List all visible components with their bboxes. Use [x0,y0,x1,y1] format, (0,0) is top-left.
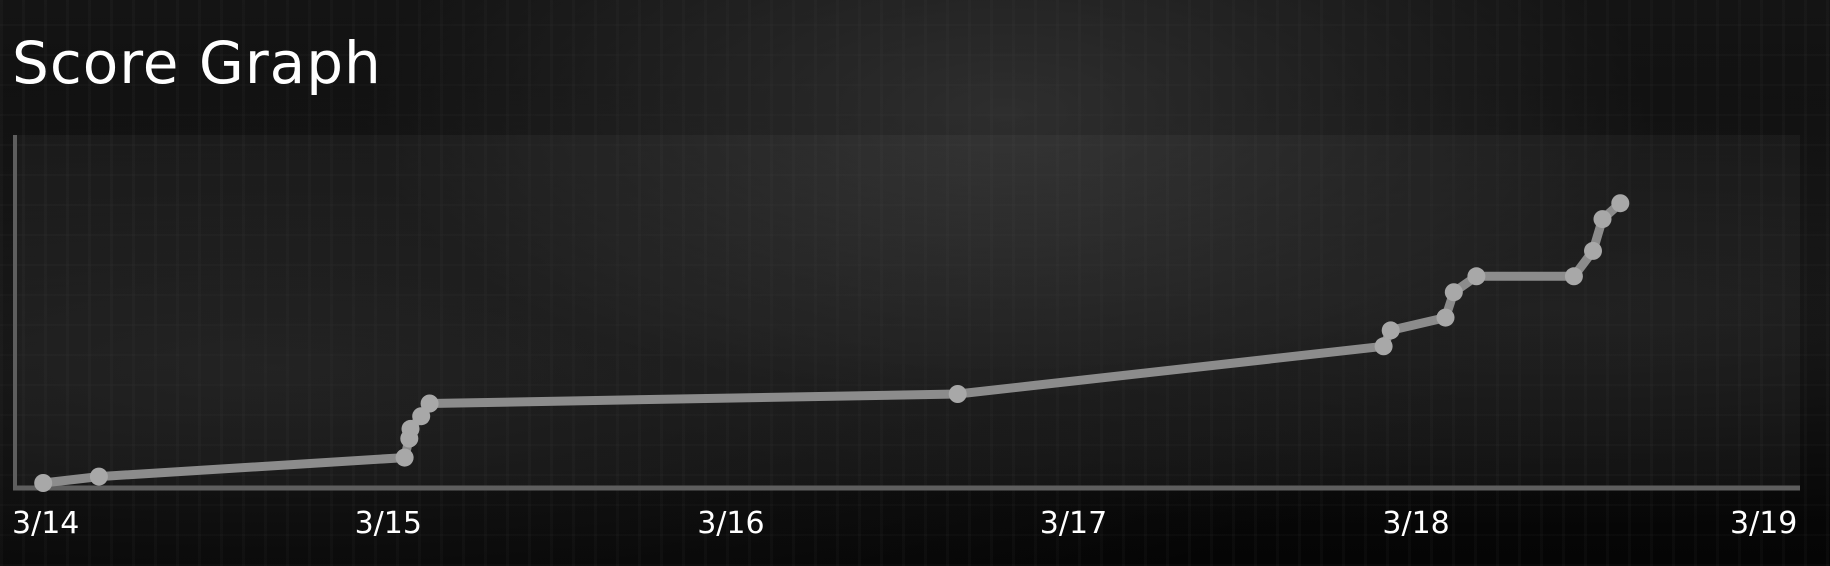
x-tick-label: 3/18 [1382,506,1449,541]
data-point[interactable] [1436,308,1455,327]
x-tick-labels: 3/14 3/15 3/16 3/17 3/18 3/19 [12,506,1797,541]
data-point[interactable] [1374,337,1393,356]
x-tick-label: 3/14 [12,506,79,541]
data-point[interactable] [1564,267,1583,286]
x-tick-label: 3/19 [1730,506,1797,541]
x-tick-label: 3/15 [355,506,422,541]
data-point[interactable] [401,419,420,438]
data-point[interactable] [1444,283,1463,302]
data-point[interactable] [1467,267,1486,286]
data-point[interactable] [1593,210,1612,229]
data-point[interactable] [89,467,108,486]
data-point[interactable] [1584,241,1602,260]
data-point[interactable] [34,474,53,492]
data-point[interactable] [948,385,967,403]
data-point[interactable] [1381,321,1400,340]
data-point[interactable] [412,407,431,426]
data-point[interactable] [395,448,414,467]
data-point[interactable] [1611,194,1630,213]
data-point[interactable] [420,394,439,413]
page-title: Score Graph [12,29,382,97]
x-tick-label: 3/16 [697,506,764,541]
score-points [34,194,1630,492]
x-tick-label: 3/17 [1040,506,1107,541]
